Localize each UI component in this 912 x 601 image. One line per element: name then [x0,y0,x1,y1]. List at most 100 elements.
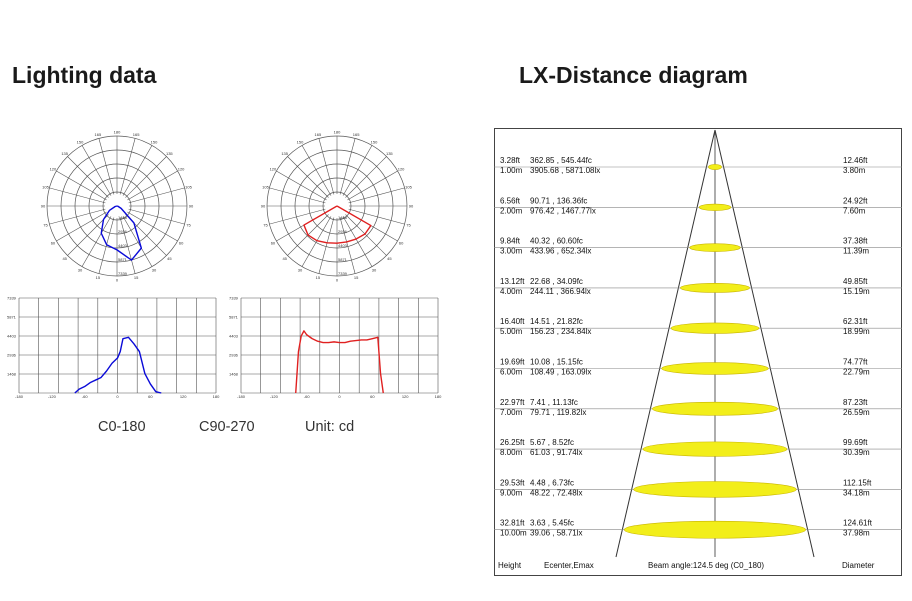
row-height-m: 8.00m [500,448,523,457]
polar-c0-angle-label: 0 [116,278,119,283]
polar-c0-angle-label: 165 [95,132,102,137]
polar-c90-angle-label: 15 [354,275,359,280]
beam-ellipse [689,243,741,252]
rect-c90-ytick: 2936 [229,353,239,358]
polar-c0-spoke [67,156,109,198]
lx-distance-title: LX-Distance diagram [519,62,748,88]
polar-c0-angle-label: 45 [167,256,172,261]
polar-c0-angle-label: 60 [179,241,184,246]
polar-c90-spoke [339,217,356,274]
rect-c0-xtick: 0 [116,394,119,399]
row-height-m: 10.00m [500,529,527,538]
rect-c90-xtick: -120 [270,394,279,399]
row-ecenter-fc: 4.48 , 6.73fc [530,478,574,487]
beam-right-edge [714,129,815,558]
row-height-ft: 19.69ft [500,358,525,367]
row-diameter-m: 37.98m [843,529,870,538]
beam-ellipse [633,481,797,498]
polar-c90-spoke [318,217,335,274]
polar-c90-angle-label: 120 [398,167,405,172]
rect-c0-curve [74,336,162,394]
row-diameter-ft: 74.77ft [843,358,868,367]
beam-ellipse [670,322,760,334]
row-diameter-ft: 49.85ft [843,277,868,286]
beam-ellipse [680,283,750,293]
polar-c90-angle-label: 15 [316,275,321,280]
polar-c90-spoke [339,138,356,195]
polar-c90-spoke [276,170,327,201]
row-diameter-ft: 62.31ft [843,317,868,326]
polar-c90-angle-label: 0 [336,278,339,283]
rect-c0-xtick: 60 [148,394,153,399]
polar-c0-spoke [56,170,107,201]
rect-c90-ytick: 1468 [229,372,239,377]
row-ecenter-fc: 7.41 , 11.13fc [530,398,578,407]
polar-c0-angle-label: 15 [134,275,139,280]
polar-c0-radial-label: 7339 [118,271,128,276]
row-diameter-ft: 37.38ft [843,237,868,246]
polar-chart-c90: 1801651651501501351351201201051059090757… [261,130,414,283]
row-diameter-m: 18.99m [843,327,870,336]
footer-ecenter: Ecenter,Emax [544,561,594,570]
row-height-ft: 9.84ft [500,237,521,246]
row-height-m: 4.00m [500,287,523,296]
polar-c0-spoke [127,170,178,201]
polar-c90-spoke [345,156,387,198]
polar-c90-angle-label: 60 [271,241,276,246]
polar-c90-radial-label: 5871 [338,257,348,262]
polar-c0-angle-label: 90 [41,204,46,209]
row-ecenter-lx: 433.96 , 652.34lx [530,247,591,256]
footer-beam-angle: Beam angle:124.5 deg (C0_180) [648,561,764,570]
row-diameter-ft: 99.69ft [843,438,868,447]
polar-c0-angle-label: 120 [178,167,185,172]
polar-c0-spoke [81,145,112,196]
polar-chart-c0: 1801651651501501351351201201051059090757… [41,130,194,283]
polar-c0-angle-label: 135 [166,151,173,156]
row-diameter-ft: 87.23ft [843,398,868,407]
row-ecenter-lx: 244.11 , 366.94lx [530,287,591,296]
polar-c90-angle-label: 135 [386,151,393,156]
polar-c0-spoke [128,187,185,204]
rect-chart-c0: 7339 5871 4403 2936 1468 -180 -120 -60 0 60 120 180 [7,296,220,400]
polar-c90-angle-label: 165 [315,132,322,137]
row-ecenter-lx: 976.42 , 1467.77lx [530,206,596,215]
polar-c90-spoke [301,216,332,267]
row-diameter-m: 11.39m [843,247,869,256]
polar-c90-spoke [318,138,335,195]
polar-c90-radial-label: 1468 [338,215,348,220]
polar-c0-angle-label: 75 [186,223,191,228]
polar-c90-radial-label: 7339 [338,271,348,276]
row-diameter-m: 26.59m [843,408,870,417]
rect-c0-ytick: 1468 [7,372,17,377]
polar-c0-spoke [49,208,106,225]
rect-c90-xtick: 120 [402,394,409,399]
polar-c90-angle-label: 165 [353,132,360,137]
polar-c90-angle-label: 90 [261,204,266,209]
polar-c0-angle-label: 30 [78,268,83,273]
polar-c90-angle-label: 60 [399,241,404,246]
row-ecenter-fc: 5.67 , 8.52fc [530,438,574,447]
rect-chart-c90: 7339 5871 4403 2936 1468 -180 -120 -60 0 60 120 180 [229,296,442,400]
rect-c90-ytick: 5871 [229,315,239,320]
polar-c90-radial-label: 2936 [338,229,348,234]
polar-c0-radial-label: 2936 [118,229,128,234]
polar-c90-angle-label: 45 [387,256,392,261]
polar-c90-spoke [348,187,405,204]
polar-c0-angle-label: 30 [152,268,157,273]
row-diameter-ft: 24.92ft [843,196,868,205]
row-diameter-ft: 112.15ft [843,478,872,487]
polar-c0-spoke [56,211,107,242]
polar-c0-spoke [119,217,136,274]
row-height-m: 6.00m [500,368,523,377]
row-diameter-m: 34.18m [843,488,870,497]
row-ecenter-lx: 61.03 , 91.74lx [530,448,582,457]
row-ecenter-fc: 10.08 , 15.15fc [530,358,583,367]
polar-c90-angle-label: 90 [409,204,414,209]
beam-ellipse [652,401,778,416]
c0-180-label: C0-180 [98,419,146,435]
footer-diameter: Diameter [842,561,875,570]
polar-c90-angle-label: 150 [297,139,304,144]
row-ecenter-fc: 14.51 , 21.82fc [530,317,583,326]
row-diameter-m: 15.19m [843,287,870,296]
